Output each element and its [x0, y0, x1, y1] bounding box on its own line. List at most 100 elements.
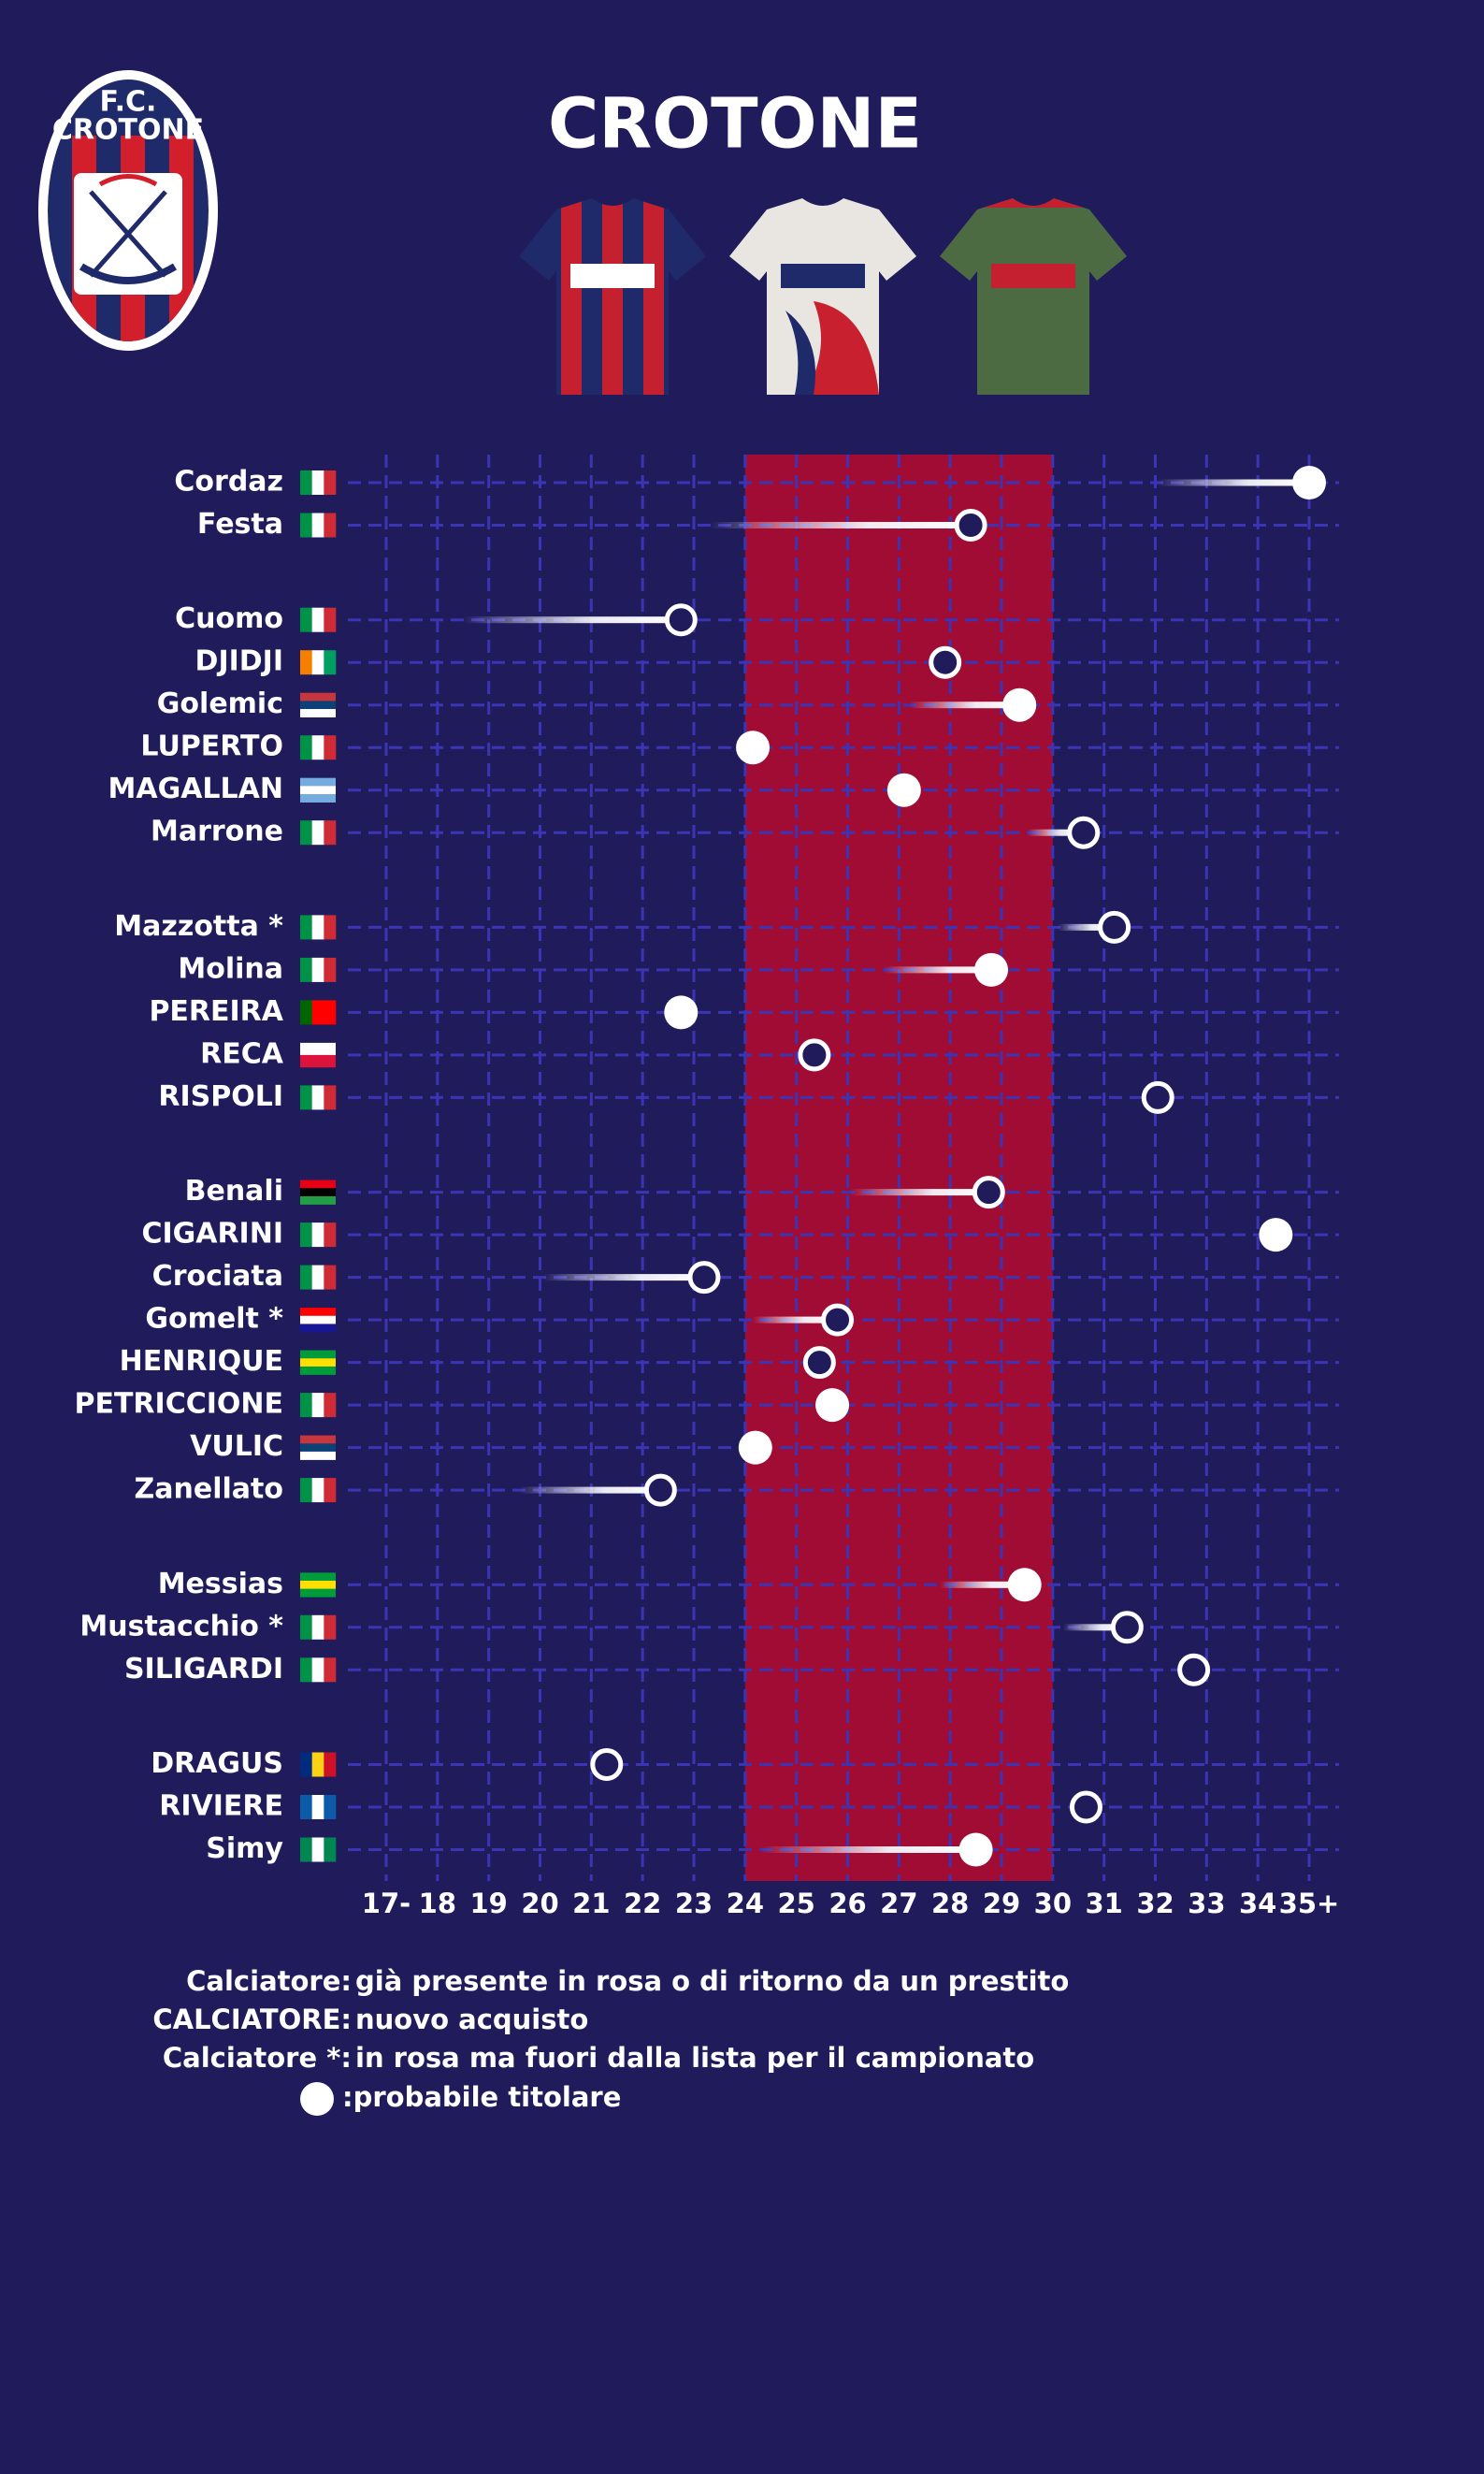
flag-stripe: [311, 1085, 324, 1110]
flag: [300, 1308, 336, 1333]
age-chart: 17- 18 19 20 21 22 23 24 25 26 27 28 29 30 31 32 33 34 35+…: [74, 455, 1339, 1919]
flag: [300, 820, 337, 846]
x-tick-label: 17-: [362, 1888, 411, 1919]
player-dot: [1141, 1080, 1174, 1114]
flag-stripe: [300, 1085, 312, 1110]
flag-stripe: [311, 957, 324, 982]
legend-key: CALCIATORE:: [152, 2004, 352, 2035]
x-tick-label: 23: [675, 1888, 713, 1919]
x-tick-label: 32: [1136, 1888, 1174, 1919]
flag-stripe: [300, 1588, 336, 1598]
flag-stripe: [324, 1795, 337, 1819]
player-dot: [958, 1832, 993, 1867]
flag: [300, 1223, 337, 1248]
flag-stripe: [300, 1054, 336, 1068]
flag: [300, 470, 337, 495]
age-trail: [1062, 1624, 1128, 1631]
flag-stripe: [311, 915, 324, 940]
player-dot: [643, 1473, 677, 1507]
flag-stripe: [300, 1443, 336, 1453]
player-name: DRAGUS: [151, 1747, 283, 1780]
player-dot: [972, 1176, 1005, 1209]
flag: [300, 915, 337, 940]
flag-stripe: [300, 1451, 336, 1460]
flag-stripe: [324, 513, 337, 538]
flag-stripe: [300, 1179, 336, 1189]
flag-stripe: [324, 1265, 337, 1290]
flag-stripe: [300, 513, 312, 538]
player-dot: [815, 1388, 850, 1423]
player-name: Benali: [185, 1175, 283, 1208]
player-name: RECA: [200, 1037, 284, 1070]
player-dot: [664, 995, 699, 1030]
player-name: Mazzotta *: [114, 910, 283, 943]
flag: [300, 1837, 337, 1862]
x-tick-label: 22: [624, 1888, 661, 1919]
player-name: Festa: [197, 508, 283, 541]
flag-stripe: [300, 1614, 312, 1640]
flag-stripe: [311, 1393, 324, 1418]
flag-stripe: [300, 1358, 336, 1367]
x-tick-label: 34: [1239, 1888, 1276, 1919]
player-dot: [802, 1346, 836, 1380]
flag-stripe: [300, 1572, 336, 1582]
flag-stripe: [300, 1195, 336, 1205]
flag-stripe: [324, 607, 337, 632]
flag-stripe: [300, 1837, 312, 1862]
flag-stripe: [300, 607, 312, 632]
flag: [300, 607, 337, 632]
flag: [300, 1657, 337, 1683]
legend-key: Calciatore *:: [163, 2042, 352, 2074]
flag-stripe: [300, 1315, 336, 1324]
flag-stripe: [324, 1837, 337, 1862]
flag-stripe: [300, 470, 312, 495]
player-name: Messias: [158, 1568, 283, 1600]
flag-stripe: [324, 470, 337, 495]
age-trail: [709, 522, 972, 528]
player-name: Golemic: [157, 687, 283, 720]
flag-stripe: [311, 1478, 324, 1503]
flag-stripe: [300, 957, 312, 982]
player-dot: [821, 1303, 855, 1337]
player-dot: [1098, 910, 1131, 944]
x-tick-label: 24: [727, 1888, 764, 1919]
flag-stripe: [300, 735, 312, 760]
flag: [300, 1265, 337, 1290]
player-dot: [886, 773, 921, 807]
flag-stripe: [300, 1435, 336, 1444]
flag-stripe: [300, 1223, 312, 1248]
legend-text: :probabile titolare: [342, 2081, 621, 2113]
player-name: RIVIERE: [159, 1790, 283, 1823]
flag: [300, 735, 337, 760]
flag: [300, 1179, 336, 1205]
flag: [300, 513, 337, 538]
player-name: SILIGARDI: [124, 1653, 283, 1686]
flag-stripe: [300, 1580, 336, 1589]
flag: [300, 1042, 336, 1068]
x-tick-label: 28: [931, 1888, 969, 1919]
flag: [300, 1478, 337, 1503]
player-dot: [954, 509, 987, 542]
flag-stripe: [300, 709, 336, 717]
flag-stripe: [311, 1657, 324, 1683]
age-trail: [519, 1486, 661, 1494]
flag-stripe: [300, 692, 336, 702]
flag-stripe: [300, 1188, 336, 1197]
flag-stripe: [311, 1265, 324, 1290]
player-name: Zanellato: [135, 1473, 283, 1506]
club-logo: F.C. CROTONE: [38, 70, 218, 351]
flag-stripe: [311, 1000, 324, 1025]
flag-stripe: [300, 1042, 336, 1056]
player-dot: [929, 645, 962, 679]
flag: [300, 650, 337, 675]
legend: Calciatore: già presente in rosa o di rit…: [152, 1965, 1069, 2116]
flag-stripe: [300, 915, 312, 940]
age-trail: [463, 616, 682, 624]
flag-stripe: [300, 786, 336, 795]
legend-dot: [300, 2082, 334, 2116]
flag-stripe: [324, 1614, 337, 1640]
flag-stripe: [311, 735, 324, 760]
flag-stripe: [300, 777, 336, 787]
